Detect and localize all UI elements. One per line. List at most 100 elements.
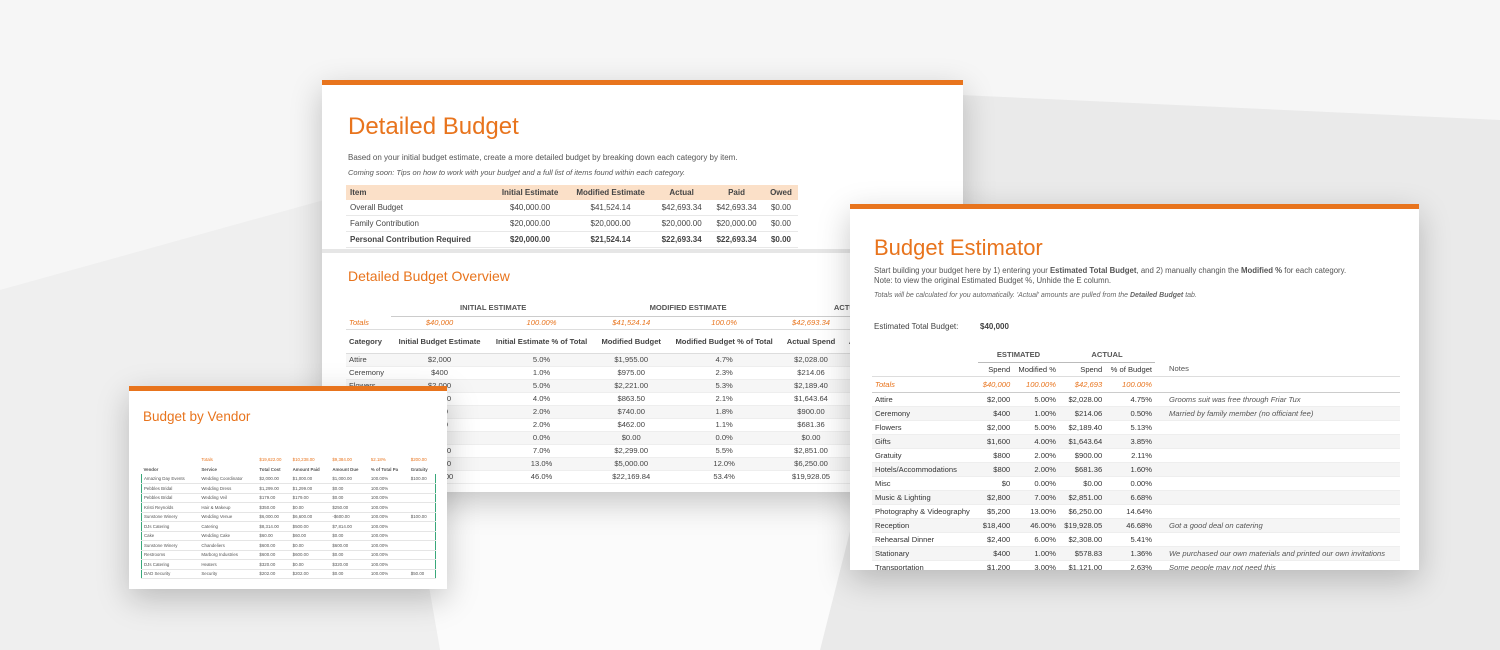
table-cell[interactable]: $100.00 <box>408 474 436 484</box>
table-cell[interactable]: 0.00% <box>1105 476 1156 491</box>
table-cell[interactable]: 100.00% <box>368 493 409 503</box>
table-cell[interactable]: 1.00% <box>1013 546 1059 561</box>
table-cell[interactable]: 2.00% <box>1013 448 1059 463</box>
table-cell[interactable]: Sunstone Winery <box>141 512 200 522</box>
table-cell[interactable]: Kristi Reynolds <box>141 502 200 513</box>
table-cell[interactable]: $0.00 <box>330 569 369 579</box>
table-cell[interactable]: 100.00% <box>368 540 409 551</box>
table-cell[interactable]: $1,643.64 <box>1058 434 1106 449</box>
table-cell[interactable]: 0.0% <box>667 431 782 445</box>
table-cell[interactable]: Cake <box>141 531 200 541</box>
notes-cell[interactable]: Married by family member (no officiant f… <box>1155 406 1400 421</box>
table-cell[interactable]: Stationary <box>872 546 979 561</box>
table-cell[interactable]: $60.00 <box>257 531 291 541</box>
table-cell[interactable]: $1,200 <box>978 560 1014 570</box>
table-cell[interactable]: $863.50 <box>595 392 668 406</box>
table-cell[interactable]: $50.00 <box>408 569 436 579</box>
table-cell[interactable]: 1.8% <box>667 405 782 419</box>
table-cell[interactable]: DAD Security <box>141 569 200 579</box>
table-cell[interactable]: $0.00 <box>330 483 369 494</box>
table-cell[interactable]: $1,955.00 <box>595 353 668 367</box>
table-cell[interactable]: $214.06 <box>781 366 842 380</box>
table-cell[interactable]: $19,928.05 <box>781 470 842 484</box>
table-cell[interactable]: Personal Contribution Required <box>346 231 494 248</box>
notes-cell[interactable]: Got a good deal on catering <box>1155 518 1400 533</box>
table-cell[interactable]: 4.00% <box>1013 434 1059 449</box>
table-cell[interactable]: $1,000.00 <box>330 474 369 484</box>
table-cell[interactable]: $22,693.34 <box>709 231 764 248</box>
table-cell[interactable]: 5.0% <box>487 379 596 393</box>
table-cell[interactable]: $179.00 <box>290 493 331 503</box>
table-cell[interactable]: 5.13% <box>1105 420 1156 435</box>
table-cell[interactable]: 7.0% <box>487 444 596 458</box>
notes-cell[interactable] <box>1155 434 1400 449</box>
table-cell[interactable]: Wedding Venue <box>199 512 258 522</box>
table-cell[interactable]: $202.00 <box>257 569 291 579</box>
table-cell[interactable]: 53.4% <box>667 470 782 484</box>
table-cell[interactable]: Hair & Makeup <box>199 502 258 513</box>
table-cell[interactable]: $22,169.84 <box>595 470 668 484</box>
table-cell[interactable] <box>408 493 436 503</box>
table-cell[interactable]: $20,000.00 <box>566 215 655 232</box>
table-cell[interactable]: 2.0% <box>487 405 596 419</box>
table-cell[interactable]: $1,121.00 <box>1058 560 1106 570</box>
notes-cell[interactable] <box>1155 462 1400 477</box>
table-cell[interactable]: $5,000.00 <box>595 457 668 471</box>
table-cell[interactable]: Family Contribution <box>346 215 494 232</box>
table-cell[interactable]: 2.11% <box>1105 448 1156 463</box>
table-cell[interactable]: $20,000.00 <box>493 215 567 232</box>
notes-cell[interactable] <box>1155 420 1400 435</box>
table-cell[interactable]: 4.75% <box>1105 392 1156 407</box>
table-cell[interactable]: Wedding Dress <box>199 483 258 494</box>
table-cell[interactable]: $20,000.00 <box>654 215 710 232</box>
table-cell[interactable]: $500.00 <box>290 521 331 532</box>
table-cell[interactable]: 0.50% <box>1105 406 1156 421</box>
table-cell[interactable]: 6.00% <box>1013 532 1059 547</box>
table-cell[interactable]: $42,693.34 <box>654 200 710 216</box>
table-cell[interactable]: $22,693.34 <box>654 231 710 248</box>
table-cell[interactable]: 12.0% <box>667 457 782 471</box>
table-cell[interactable]: $462.00 <box>595 418 668 432</box>
table-cell[interactable]: Gratuity <box>872 448 979 463</box>
table-cell[interactable]: Misc <box>872 476 979 491</box>
table-cell[interactable]: $6,000.00 <box>257 512 291 522</box>
table-cell[interactable]: $6,250.00 <box>781 457 842 471</box>
table-cell[interactable]: Music & Lighting <box>872 490 979 505</box>
table-cell[interactable]: Flowers <box>872 420 979 435</box>
table-cell[interactable]: 100.00% <box>368 502 409 513</box>
table-cell[interactable]: $2,189.40 <box>781 379 842 393</box>
table-cell[interactable]: 100.00% <box>368 550 409 560</box>
table-cell[interactable]: 5.3% <box>667 379 782 393</box>
table-cell[interactable]: $0.00 <box>290 502 331 513</box>
notes-cell[interactable] <box>1155 504 1400 519</box>
table-cell[interactable]: Overall Budget <box>346 200 494 216</box>
table-cell[interactable] <box>408 502 436 513</box>
table-cell[interactable]: $2,028.00 <box>781 353 842 367</box>
table-cell[interactable]: $5,200 <box>978 504 1014 519</box>
table-cell[interactable]: $2,189.40 <box>1058 420 1106 435</box>
table-cell[interactable]: -$600.00 <box>330 512 369 522</box>
table-cell[interactable]: 5.00% <box>1013 392 1059 407</box>
table-cell[interactable]: 46.68% <box>1105 518 1156 533</box>
table-cell[interactable]: Photography & Videography <box>872 504 979 519</box>
table-cell[interactable]: Marborg Industries <box>199 550 258 560</box>
table-cell[interactable]: $800 <box>978 462 1014 477</box>
table-cell[interactable]: 100.00% <box>368 474 409 484</box>
table-cell[interactable]: $60.00 <box>290 531 331 541</box>
table-cell[interactable]: Hotels/Accommodations <box>872 462 979 477</box>
table-cell[interactable]: 1.60% <box>1105 462 1156 477</box>
table-cell[interactable]: Rehearsal Dinner <box>872 532 979 547</box>
table-cell[interactable]: $2,221.00 <box>595 379 668 393</box>
table-cell[interactable]: $0.00 <box>763 200 798 216</box>
table-cell[interactable]: $2,000 <box>978 420 1014 435</box>
notes-cell[interactable] <box>1155 532 1400 547</box>
notes-cell[interactable] <box>1155 490 1400 505</box>
table-cell[interactable]: 100.00% <box>368 569 409 579</box>
table-cell[interactable]: 2.63% <box>1105 560 1156 570</box>
table-cell[interactable]: $8,314.00 <box>257 521 291 532</box>
table-cell[interactable]: $2,851.00 <box>1058 490 1106 505</box>
table-cell[interactable]: $681.36 <box>781 418 842 432</box>
table-cell[interactable]: 5.0% <box>487 353 596 367</box>
table-cell[interactable]: Security <box>199 569 258 579</box>
table-cell[interactable]: $1,299.00 <box>257 483 291 494</box>
